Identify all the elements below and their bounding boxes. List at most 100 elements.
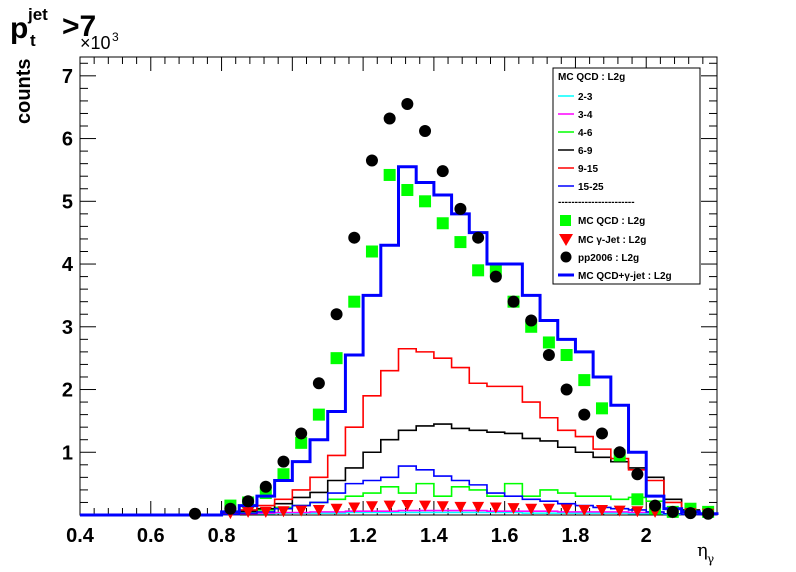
marker-mc-gamma-jet xyxy=(312,504,325,516)
marker-pp2006 xyxy=(277,455,290,468)
marker-mc-gamma-jet xyxy=(560,504,573,516)
legend-entry-9-15: 9-15 xyxy=(578,164,598,175)
y-tick-label: 3 xyxy=(62,317,73,339)
y-axis-title: counts xyxy=(13,58,35,124)
marker-pp2006 xyxy=(684,507,697,520)
marker-pp2006 xyxy=(189,507,202,520)
marker-pp2006 xyxy=(542,349,555,362)
marker-mc-gamma-jet xyxy=(436,501,449,513)
marker-mc-gamma-jet xyxy=(348,502,361,514)
legend-marker-mc-qcd xyxy=(560,215,571,226)
marker-mc-qcd xyxy=(560,349,573,362)
marker-mc-gamma-jet xyxy=(295,505,308,517)
marker-pp2006 xyxy=(365,154,378,167)
marker-pp2006 xyxy=(383,112,396,125)
marker-mc-gamma-jet xyxy=(613,505,626,517)
legend-label-mc-qcd: MC QCD : L2g xyxy=(578,216,645,227)
marker-mc-gamma-jet xyxy=(242,506,255,518)
y-tick-label: 6 xyxy=(62,129,73,151)
title-suffix: >7 xyxy=(62,10,96,43)
marker-pp2006 xyxy=(489,270,502,283)
title-superscript: jet xyxy=(27,5,48,24)
title-subscript: t xyxy=(30,31,36,50)
marker-mc-gamma-jet xyxy=(277,506,290,518)
marker-mc-qcd xyxy=(419,195,432,208)
y-tick-label: 4 xyxy=(62,254,74,276)
marker-mc-qcd xyxy=(277,468,290,481)
x-axis-title: η xyxy=(697,540,708,561)
x-tick-label: 1.2 xyxy=(349,525,377,547)
marker-pp2006 xyxy=(578,408,591,421)
marker-mc-gamma-jet xyxy=(383,500,396,512)
marker-mc-qcd xyxy=(401,184,414,197)
marker-mc-gamma-jet xyxy=(401,499,414,511)
y-exponent-label: ×10 xyxy=(80,33,111,53)
marker-mc-qcd xyxy=(383,168,396,181)
marker-pp2006 xyxy=(330,308,343,321)
marker-pp2006 xyxy=(436,165,449,178)
marker-mc-gamma-jet xyxy=(365,501,378,513)
chart-title: p jet t >7 xyxy=(10,5,96,50)
legend-marker-mc-gamma-jet xyxy=(559,234,573,246)
legend-label-mc-sum: MC QCD+γ-jet : L2g xyxy=(578,271,672,282)
series-layer xyxy=(80,98,719,520)
marker-pp2006 xyxy=(259,480,272,493)
title-p: p xyxy=(10,12,28,45)
marker-mc-gamma-jet xyxy=(542,503,555,515)
marker-mc-qcd xyxy=(365,245,378,258)
legend-entry-4-6: 4-6 xyxy=(578,128,593,139)
marker-mc-qcd xyxy=(631,493,644,506)
marker-mc-gamma-jet xyxy=(525,503,538,515)
marker-pp2006 xyxy=(242,495,255,508)
x-tick-label: 0.8 xyxy=(208,525,236,547)
marker-pp2006 xyxy=(312,377,325,390)
marker-pp2006 xyxy=(295,427,308,440)
y-exponent-power: 3 xyxy=(112,30,119,44)
legend-entry-2-3: 2-3 xyxy=(578,92,593,103)
marker-mc-gamma-jet xyxy=(507,503,520,515)
marker-mc-gamma-jet xyxy=(489,502,502,514)
marker-pp2006 xyxy=(649,499,662,512)
marker-mc-qcd xyxy=(348,295,361,308)
marker-pp2006 xyxy=(224,502,237,515)
marker-mc-qcd xyxy=(330,352,343,365)
marker-pp2006 xyxy=(472,231,485,244)
legend-box xyxy=(552,67,701,285)
legend-entry-15-25: 15-25 xyxy=(578,182,604,193)
marker-mc-gamma-jet xyxy=(259,506,272,518)
marker-mc-qcd xyxy=(595,402,608,415)
x-tick-label: 1.4 xyxy=(420,525,449,547)
marker-mc-qcd xyxy=(312,408,325,421)
marker-pp2006 xyxy=(613,446,626,459)
marker-pp2006 xyxy=(595,427,608,440)
y-tick-labels: 1 2 3 4 5 6 7 xyxy=(62,66,74,464)
y-tick-label: 5 xyxy=(62,191,73,213)
y-tick-label: 7 xyxy=(62,66,73,88)
x-tick-label: 1.8 xyxy=(562,525,590,547)
marker-mc-gamma-jet xyxy=(578,504,591,516)
legend-header: MC QCD : L2g xyxy=(558,72,625,83)
marker-mc-qcd xyxy=(454,236,467,249)
legend-marker-pp2006 xyxy=(560,251,572,263)
marker-mc-qcd xyxy=(436,217,449,230)
marker-pp2006 xyxy=(666,505,679,518)
x-tick-label: 2 xyxy=(641,525,652,547)
legend-entry-6-9: 6-9 xyxy=(578,146,593,157)
histogram-15-25 xyxy=(80,465,718,516)
marker-mc-gamma-jet xyxy=(472,501,485,513)
marker-mc-gamma-jet xyxy=(330,503,343,515)
x-tick-label: 1 xyxy=(287,525,298,547)
legend-separator: ----------------------- xyxy=(558,197,635,208)
marker-pp2006 xyxy=(507,295,520,308)
marker-pp2006 xyxy=(702,507,715,520)
y-tick-label: 2 xyxy=(62,380,73,402)
x-tick-label: 0.4 xyxy=(66,525,95,547)
marker-mc-qcd xyxy=(578,374,591,387)
marker-pp2006 xyxy=(560,383,573,396)
marker-mc-gamma-jet xyxy=(419,500,432,512)
legend-label-mc-gamma-jet: MC γ-Jet : L2g xyxy=(578,235,646,246)
marker-mc-qcd xyxy=(472,264,485,277)
plot-frame xyxy=(79,56,718,516)
marker-pp2006 xyxy=(401,98,414,111)
